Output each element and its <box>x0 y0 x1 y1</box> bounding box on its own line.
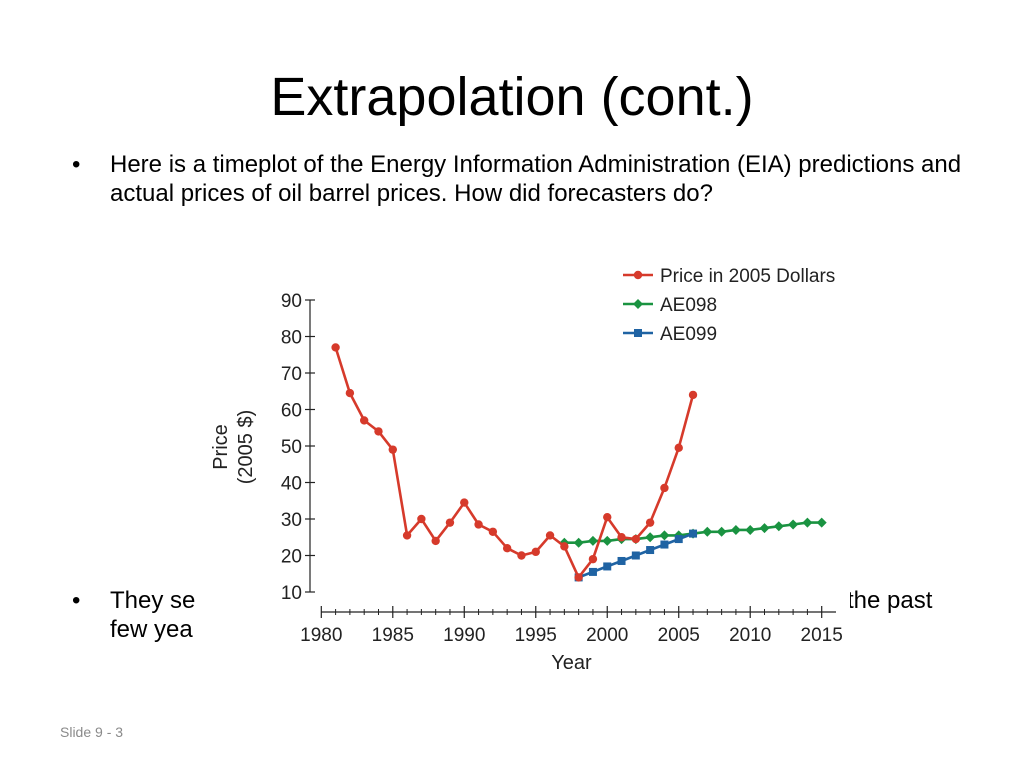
oil-price-chart: 10 20 30 40 50 60 70 80 90 1980 1985 1990 1995 2000 20… <box>200 255 850 685</box>
x-tick-label: 2000 <box>586 625 628 646</box>
data-point <box>660 540 669 549</box>
bullet-symbol: • <box>72 587 81 614</box>
legend-label: Price in 2005 Dollars <box>660 266 835 287</box>
legend-label: AE099 <box>660 324 717 345</box>
data-point <box>517 551 526 560</box>
legend-swatch-marker <box>634 329 642 337</box>
data-point <box>745 524 756 535</box>
y-tick-label: 90 <box>281 291 302 312</box>
data-point <box>602 535 613 546</box>
y-tick-label: 80 <box>281 328 302 349</box>
data-point <box>716 526 727 537</box>
slide-title: Extrapolation (cont.) <box>270 67 754 127</box>
slide-number: Slide 9 - 3 <box>60 724 124 740</box>
data-point <box>631 534 641 544</box>
series-line <box>334 347 695 579</box>
data-point <box>659 530 670 541</box>
data-point <box>646 546 655 555</box>
x-tick-label: 2005 <box>658 625 700 646</box>
x-tick-label: 1980 <box>300 625 342 646</box>
y-axis-label: Price <box>210 424 232 470</box>
x-tick-label: 1985 <box>372 625 414 646</box>
bullet-2-text-line2: few yea <box>110 616 193 643</box>
data-point <box>631 551 640 560</box>
data-point <box>816 517 827 528</box>
data-point <box>560 542 569 551</box>
y-axis-label-units: (2005 $) <box>235 410 257 485</box>
data-point <box>689 529 698 538</box>
data-point <box>674 443 683 453</box>
x-tick-label: 1995 <box>515 625 557 646</box>
data-point <box>617 533 626 542</box>
data-point <box>388 445 397 454</box>
bullet-symbol: • <box>72 151 81 178</box>
data-point <box>702 526 713 537</box>
data-point <box>587 535 598 546</box>
data-point <box>502 544 512 553</box>
data-point <box>574 573 583 582</box>
data-point <box>802 517 813 528</box>
data-point <box>488 527 498 536</box>
bullet-1-text: Here is a timeplot of the Energy Informa… <box>110 151 962 207</box>
x-tick-label: 1990 <box>443 625 485 646</box>
data-point <box>460 498 469 507</box>
data-point <box>374 427 383 436</box>
data-point <box>531 547 540 557</box>
data-point <box>674 535 683 544</box>
data-point <box>431 536 440 546</box>
data-point <box>603 562 612 571</box>
data-point <box>730 524 741 535</box>
legend-swatch-marker <box>633 270 643 280</box>
data-point <box>759 523 770 534</box>
y-tick-label: 70 <box>281 364 302 385</box>
data-point <box>545 531 555 540</box>
data-point <box>417 514 426 524</box>
x-tick-label: 2010 <box>729 625 771 646</box>
x-axis-label: Year <box>551 652 592 674</box>
data-point <box>645 518 655 527</box>
data-point <box>588 554 598 564</box>
data-point <box>402 531 412 540</box>
data-point <box>359 416 369 425</box>
y-tick-label: 30 <box>281 510 302 531</box>
data-point <box>345 388 355 398</box>
data-point <box>788 519 799 530</box>
y-tick-label: 10 <box>281 583 302 604</box>
bullet-2-text-left: They se <box>110 587 196 614</box>
data-point <box>773 521 784 532</box>
y-tick-label: 40 <box>281 474 302 495</box>
y-tick-label: 20 <box>281 547 302 568</box>
data-point <box>617 556 626 565</box>
data-point <box>445 518 455 527</box>
data-point <box>573 537 584 548</box>
legend-swatch-marker <box>633 299 643 309</box>
data-point <box>645 532 656 543</box>
x-tick-label: 2015 <box>801 625 843 646</box>
legend-label: AE098 <box>660 295 717 316</box>
y-tick-label: 60 <box>281 401 302 422</box>
data-point <box>660 483 669 493</box>
data-point <box>603 512 612 522</box>
data-point <box>331 343 340 352</box>
data-point <box>588 567 597 576</box>
y-tick-label: 50 <box>281 437 302 458</box>
data-point <box>688 390 698 400</box>
data-point <box>474 520 483 529</box>
